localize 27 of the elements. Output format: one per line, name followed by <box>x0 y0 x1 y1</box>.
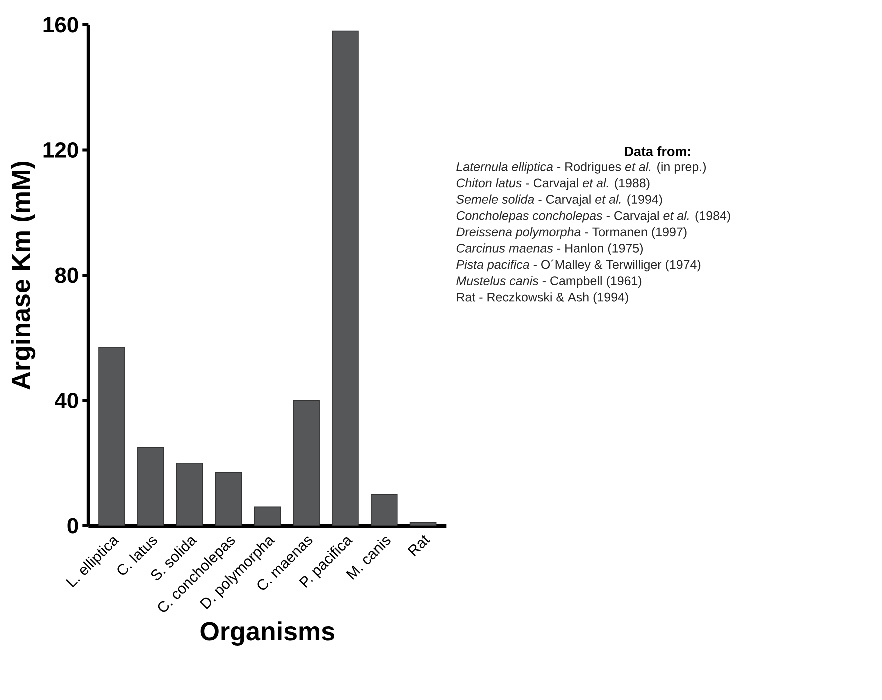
y-axis-title: Arginase Km (mM) <box>11 162 36 390</box>
x-tick-label: Rat <box>408 535 430 557</box>
text: Mustelus canis - Campbell (1961) <box>456 276 642 288</box>
text: Laternula elliptica - Rodrigues et al. (in prep.) <box>456 162 706 174</box>
bar <box>293 400 320 526</box>
text: Chiton latus - Carvajal et al. (1988) <box>456 178 650 190</box>
text: Pista pacifica - O´Malley & Terwilliger (1974) <box>456 260 701 272</box>
text: Carcinus maenas - Hanlon (1975) <box>456 244 643 256</box>
bar <box>98 347 126 526</box>
bar <box>332 30 359 526</box>
x-axis-title: Organisms <box>200 622 334 646</box>
bar <box>410 522 437 526</box>
y-tick-label: 0 <box>68 518 78 534</box>
text: Semele solida - Carvajal et al. (1994) <box>456 194 662 206</box>
y-tick-label: 80 <box>55 268 78 284</box>
text: Dreissena polymorpha - Tormanen (1997) <box>456 227 687 240</box>
bar <box>254 506 282 526</box>
y-tick-label: 40 <box>55 392 78 409</box>
y-tick-label: 160 <box>44 17 78 33</box>
bar <box>215 472 242 526</box>
text: Rat - Reczkowski & Ash (1994) <box>457 292 628 304</box>
bar <box>370 494 398 526</box>
text: Data from: <box>625 146 690 156</box>
text: Concholepas concholepas - Carvajal et al. (1984) <box>456 211 730 223</box>
y-tick-label: 120 <box>44 142 78 158</box>
bar <box>138 447 164 526</box>
bar <box>176 462 204 526</box>
